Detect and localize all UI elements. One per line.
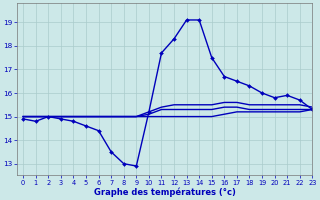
X-axis label: Graphe des températures (°c): Graphe des températures (°c)	[94, 187, 236, 197]
